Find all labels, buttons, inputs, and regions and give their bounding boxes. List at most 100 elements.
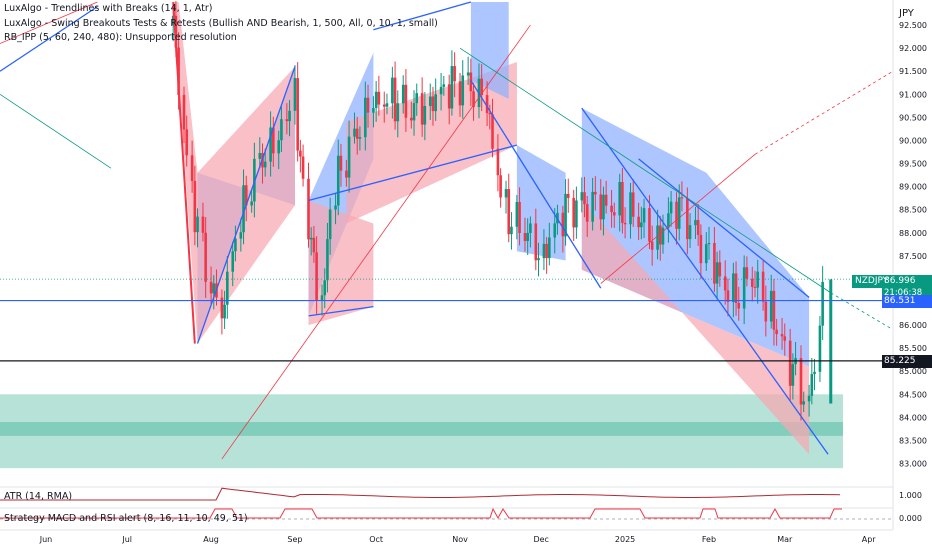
candle-body (196, 216, 199, 233)
trendline-red-dash (754, 70, 894, 155)
candle-body (296, 78, 299, 151)
candle-body (656, 225, 659, 250)
candle-body (345, 170, 348, 178)
candle-body (694, 219, 697, 226)
y-tick-label: 83.000 (899, 460, 927, 469)
candle-body (285, 119, 289, 122)
y-tick-label: 92.000 (899, 44, 927, 53)
candle-body (750, 278, 754, 287)
candle-body (263, 161, 267, 168)
candle-body (431, 96, 435, 112)
trendlines (0, 1, 894, 460)
candle-body (504, 189, 508, 198)
candle-body (699, 234, 703, 264)
y-tick-label: 88.500 (899, 206, 927, 215)
candle-body (658, 225, 662, 245)
candle-body (488, 113, 492, 115)
candle-body (442, 84, 446, 87)
candle-body (553, 223, 557, 238)
symbol-tag: NZDJPY 86.996 (852, 275, 932, 288)
candle-body (355, 128, 359, 139)
indicator-label-rbipp[interactable]: RB_IPP (5, 60, 240, 480): Unsupported re… (4, 32, 237, 43)
x-tick-label: Nov (452, 535, 468, 544)
candle-body (212, 283, 216, 294)
axes: 83.000 83.500 84.000 84.500 85.000 85.500 86.0… (39, 0, 927, 544)
candle-body (204, 232, 207, 282)
candle-body (715, 262, 719, 284)
candle-body (404, 84, 408, 118)
candle-body (534, 223, 538, 261)
candle-body (190, 155, 194, 181)
candle-body (737, 302, 741, 309)
price-levels (0, 278, 893, 362)
candle-body (244, 185, 248, 206)
trendline-blue-7 (638, 158, 810, 298)
candle-body (575, 200, 578, 228)
x-tick-label: Oct (369, 535, 383, 544)
candle-body (393, 77, 397, 122)
candle-body (675, 201, 678, 229)
candle-body (226, 271, 229, 305)
trendline-green-2 (459, 47, 831, 294)
candle-body (732, 273, 735, 302)
candle-body (410, 117, 413, 121)
y-tick-label: 83.500 (899, 436, 927, 445)
trendline-blue-1 (196, 66, 296, 344)
candle-body (312, 237, 316, 253)
trendline-red-1 (0, 1, 98, 44)
candle-body (391, 77, 394, 104)
candle-body (447, 84, 451, 109)
candle-body (564, 193, 567, 237)
candle-body (334, 205, 337, 210)
trendline-red-drop (172, 1, 196, 344)
candle-body (788, 340, 792, 386)
y-tick-label: 91.500 (899, 67, 927, 76)
indicator-label-macd[interactable]: Strategy MACD and RSI alert (8, 16, 11, … (4, 513, 248, 524)
candle-body (347, 136, 351, 178)
candle-body (642, 208, 646, 223)
candle-body (561, 212, 565, 237)
bear-channel-feb (581, 200, 810, 455)
demand-zone-core (0, 422, 843, 436)
candle-body (439, 86, 443, 95)
candle-body (415, 93, 419, 104)
candle-body (364, 97, 367, 138)
y-tick-label: 91.000 (899, 90, 927, 99)
candle-body (807, 395, 811, 402)
indicator-label-trendlines[interactable]: LuxAlgo - Trendlines with Breaks (14, 1,… (4, 3, 213, 14)
candle-body (810, 374, 814, 396)
level-tag-85225: 85.225 (882, 355, 932, 368)
trendline-red-2 (221, 24, 531, 460)
candle-body (412, 103, 416, 121)
candle-body (485, 95, 489, 114)
candle-body (680, 197, 684, 199)
candle-body (631, 192, 635, 217)
candle-body (637, 216, 640, 228)
trendline-blue-4 (373, 1, 472, 31)
candle-body (223, 304, 226, 319)
candle-body (618, 181, 621, 216)
candle-body (209, 281, 213, 294)
atr-tick: 1.000 (899, 491, 922, 500)
x-tick-label: Dec (533, 535, 548, 544)
candle-body (434, 94, 437, 112)
candle-body (604, 194, 608, 206)
candle-body (602, 194, 605, 220)
candle-body (401, 84, 405, 104)
y-tick-label: 87.500 (899, 252, 927, 261)
candle-body (366, 97, 370, 113)
candle-body (277, 140, 281, 154)
candle-body (818, 325, 822, 372)
candle-body (523, 232, 527, 241)
candle-body (423, 106, 427, 125)
indicator-label-swing[interactable]: LuxAlgo - Swing Breakouts Tests & Retest… (4, 18, 438, 29)
candle-body (764, 301, 768, 322)
candle-body (171, 15, 175, 26)
candle-body (293, 78, 297, 111)
indicator-label-atr[interactable]: ATR (14, RMA) (4, 491, 73, 502)
y-tick-label: 84.000 (899, 413, 927, 422)
x-tick-label: Jul (121, 535, 132, 544)
candle-body (723, 276, 727, 291)
candle-body (548, 237, 551, 259)
